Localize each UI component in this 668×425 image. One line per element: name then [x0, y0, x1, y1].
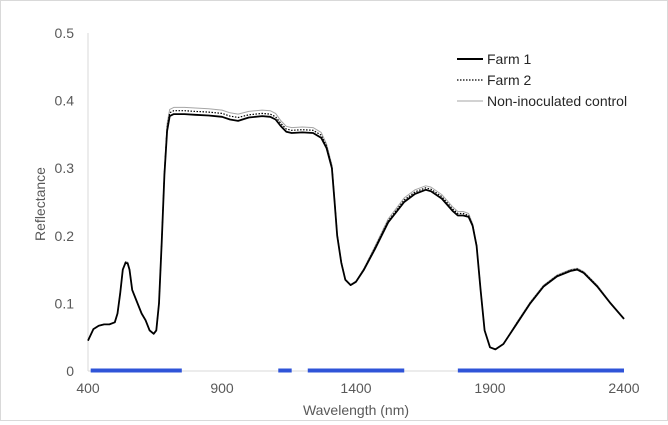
x-tick-label: 400 — [76, 380, 100, 396]
x-tick-label: 1400 — [340, 380, 371, 396]
x-tick-labels: 400 900 1400 1900 2400 — [76, 380, 639, 396]
x-tick-label: 1900 — [474, 380, 505, 396]
series-line-farm-2 — [87, 110, 625, 350]
y-tick-label: 0 — [66, 363, 74, 379]
x-axis-title: Wavelength (nm) — [303, 402, 409, 418]
legend-label-control: Non-inoculated control — [487, 93, 627, 109]
series-lines — [87, 106, 625, 351]
y-tick-labels: 0 0.1 0.2 0.3 0.4 0.5 — [55, 25, 75, 379]
y-tick-label: 0.1 — [55, 295, 75, 311]
x-tick-label: 2400 — [608, 380, 639, 396]
series-line-farm-1 — [87, 113, 625, 351]
legend: Farm 1 Farm 2 Non-inoculated control — [457, 51, 627, 109]
legend-label-farm-2: Farm 2 — [487, 72, 532, 88]
y-axis-title: Reflectance — [32, 167, 48, 241]
y-tick-label: 0.2 — [55, 228, 75, 244]
y-tick-label: 0.5 — [55, 25, 75, 41]
y-tick-label: 0.3 — [55, 160, 75, 176]
x-tick-label: 900 — [210, 380, 234, 396]
axes — [87, 33, 624, 372]
series-line-non-inoculated-control — [87, 106, 625, 350]
legend-label-farm-1: Farm 1 — [487, 51, 532, 67]
y-tick-label: 0.4 — [55, 93, 75, 109]
